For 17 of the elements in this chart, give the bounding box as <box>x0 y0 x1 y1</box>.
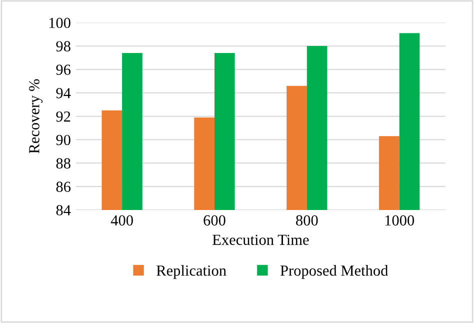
y-tick-label: 88 <box>56 158 70 169</box>
x-axis-title: Execution Time <box>212 234 309 245</box>
x-tick-label: 1000 <box>385 215 414 226</box>
y-tick-label: 98 <box>56 41 70 52</box>
y-tick-label: 84 <box>56 205 71 216</box>
legend-label: Replication <box>156 265 226 279</box>
y-tick-label: 90 <box>56 134 70 146</box>
y-tick-label: 96 <box>56 64 71 75</box>
y-axis-title: Recovery % <box>29 79 43 154</box>
x-tick-label: 600 <box>204 215 226 226</box>
legend-label: Proposed Method <box>280 265 388 279</box>
x-tick-label: 400 <box>110 215 133 226</box>
y-tick-label: 94 <box>56 88 71 98</box>
y-tick-label: 92 <box>56 111 70 122</box>
y-tick-label: 100 <box>49 18 70 28</box>
x-tick-label: 800 <box>296 215 318 226</box>
y-tick-label: 86 <box>56 182 71 192</box>
